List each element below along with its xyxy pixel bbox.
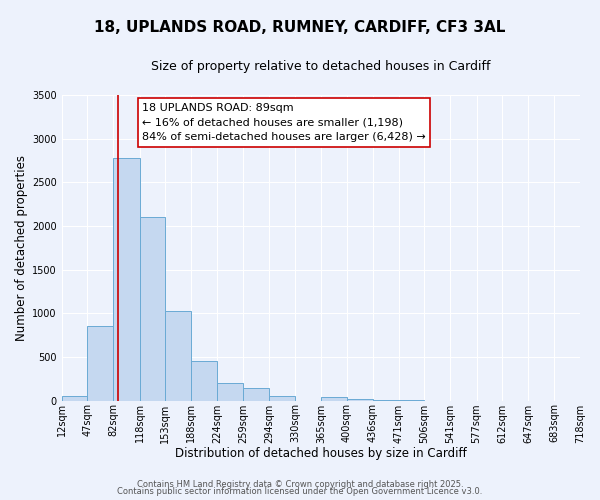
Bar <box>140 217 165 400</box>
Bar <box>269 396 295 400</box>
Text: Contains HM Land Registry data © Crown copyright and database right 2025.: Contains HM Land Registry data © Crown c… <box>137 480 463 489</box>
Bar <box>347 399 373 400</box>
Bar <box>165 310 191 400</box>
Text: 18 UPLANDS ROAD: 89sqm
← 16% of detached houses are smaller (1,198)
84% of semi-: 18 UPLANDS ROAD: 89sqm ← 16% of detached… <box>142 102 426 142</box>
Text: Contains public sector information licensed under the Open Government Licence v3: Contains public sector information licen… <box>118 487 482 496</box>
X-axis label: Distribution of detached houses by size in Cardiff: Distribution of detached houses by size … <box>175 447 467 460</box>
Bar <box>321 397 347 400</box>
Bar <box>191 362 217 401</box>
Bar <box>243 388 269 400</box>
Title: Size of property relative to detached houses in Cardiff: Size of property relative to detached ho… <box>151 60 491 73</box>
Bar <box>62 396 88 400</box>
Bar <box>88 326 113 400</box>
Bar <box>217 383 243 400</box>
Bar <box>113 158 140 400</box>
Y-axis label: Number of detached properties: Number of detached properties <box>15 155 28 341</box>
Text: 18, UPLANDS ROAD, RUMNEY, CARDIFF, CF3 3AL: 18, UPLANDS ROAD, RUMNEY, CARDIFF, CF3 3… <box>94 20 506 35</box>
